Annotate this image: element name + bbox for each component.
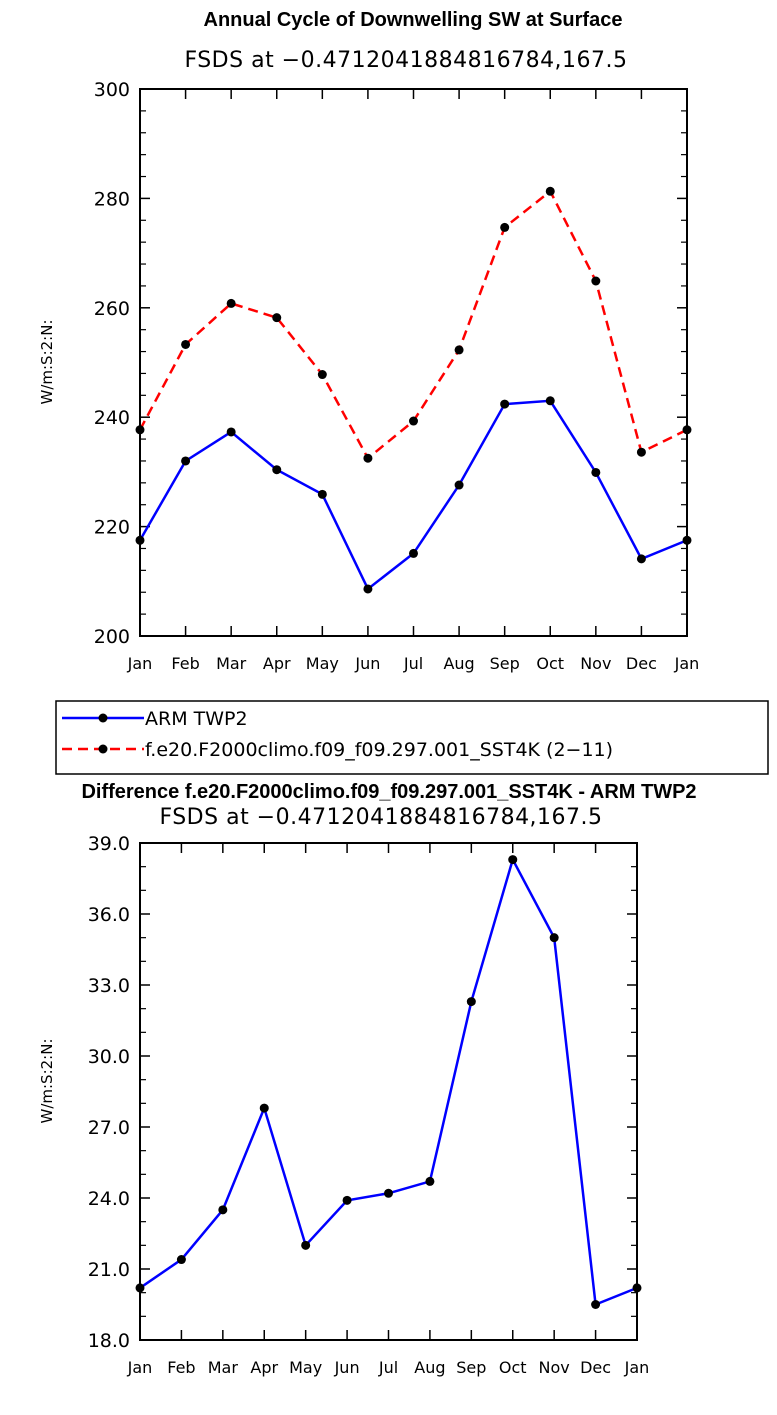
- x-tick-label: Apr: [263, 654, 291, 673]
- chart-2-title: Difference f.e20.F2000climo.f09_f09.297.…: [81, 781, 696, 803]
- data-point: [384, 1188, 393, 1198]
- data-point: [545, 186, 555, 196]
- chart-1-legend: ARM TWP2 f.e20.F2000climo.f09_f09.297.00…: [55, 700, 769, 775]
- data-point: [409, 416, 418, 426]
- data-point: [591, 467, 601, 477]
- chart-1-subtitle: FSDS at −0.4712041884816784,167.5: [184, 48, 627, 73]
- x-tick-label: Nov: [580, 654, 611, 673]
- data-point: [549, 933, 559, 943]
- x-tick-label: May: [306, 654, 339, 673]
- x-tick-label: Apr: [250, 1358, 278, 1377]
- data-point: [409, 548, 418, 558]
- x-tick-label: Jul: [378, 1358, 398, 1377]
- chart-1-title: Annual Cycle of Downwelling SW at Surfac…: [204, 9, 623, 31]
- x-tick-label: Aug: [443, 654, 474, 673]
- data-point: [454, 480, 464, 490]
- y-tick-label: 280: [94, 188, 130, 210]
- legend-label-model: f.e20.F2000climo.f09_f09.297.001_SST4K (…: [145, 739, 613, 761]
- y-tick-label: 27.0: [88, 1117, 130, 1139]
- data-point: [363, 584, 373, 594]
- data-point: [301, 1240, 311, 1250]
- data-point: [181, 456, 191, 466]
- legend-label-arm: ARM TWP2: [145, 708, 248, 730]
- series-line-0: [138, 399, 688, 591]
- x-tick-label: May: [289, 1358, 322, 1377]
- x-tick-label: Nov: [539, 1358, 570, 1377]
- x-tick-label: Jan: [674, 654, 700, 673]
- y-tick-label: 260: [94, 298, 130, 320]
- y-tick-label: 39.0: [88, 833, 130, 855]
- data-point: [545, 396, 555, 406]
- y-tick-label: 240: [94, 407, 130, 429]
- y-tick-label: 220: [94, 517, 130, 539]
- data-point: [317, 370, 327, 380]
- x-tick-label: Jan: [127, 1358, 153, 1377]
- data-point: [363, 453, 373, 463]
- chart-2-plot-frame: [139, 842, 638, 1341]
- data-point: [425, 1176, 435, 1186]
- data-point: [500, 222, 510, 232]
- y-tick-label: 18.0: [88, 1330, 130, 1352]
- data-point: [636, 447, 646, 457]
- chart-2-subtitle: FSDS at −0.4712041884816784,167.5: [159, 805, 602, 830]
- x-tick-label: Mar: [216, 654, 247, 673]
- x-tick-label: Jun: [334, 1358, 360, 1377]
- data-point: [454, 345, 464, 355]
- data-point: [636, 554, 646, 564]
- x-tick-label: Feb: [171, 654, 199, 673]
- chart-1-plot-frame: [139, 88, 688, 637]
- data-point: [317, 489, 327, 499]
- chart-1-ylabel: W/m:S:2:N:: [38, 320, 56, 405]
- x-tick-label: Aug: [414, 1358, 445, 1377]
- legend-marker-arm: [98, 713, 108, 723]
- chart-2: Difference f.e20.F2000climo.f09_f09.297.…: [38, 781, 697, 1377]
- y-tick-label: 33.0: [88, 975, 130, 997]
- data-point: [500, 399, 510, 409]
- y-tick-label: 24.0: [88, 1188, 130, 1210]
- chart-2-ylabel: W/m:S:2:N:: [38, 1039, 56, 1124]
- data-point: [508, 855, 518, 865]
- y-tick-label: 36.0: [88, 904, 130, 926]
- data-point: [272, 313, 282, 323]
- data-point: [342, 1195, 352, 1205]
- x-tick-label: Feb: [167, 1358, 195, 1377]
- y-tick-label: 21.0: [88, 1259, 130, 1281]
- x-tick-label: Mar: [208, 1358, 239, 1377]
- data-point: [591, 1300, 601, 1309]
- x-tick-label: Dec: [580, 1358, 611, 1377]
- data-point: [181, 339, 191, 349]
- x-tick-label: Jan: [624, 1358, 650, 1377]
- data-point: [259, 1103, 269, 1113]
- chart-1: Annual Cycle of Downwelling SW at Surfac…: [38, 9, 699, 673]
- x-tick-label: Sep: [490, 654, 520, 673]
- data-point: [176, 1255, 186, 1265]
- y-tick-label: 300: [94, 79, 130, 101]
- y-tick-label: 30.0: [88, 1046, 130, 1068]
- series-line-0: [139, 856, 638, 1307]
- data-point: [591, 276, 601, 286]
- x-tick-label: Dec: [626, 654, 657, 673]
- legend-marker-model: [98, 744, 108, 754]
- x-tick-label: Sep: [456, 1358, 486, 1377]
- x-tick-label: Oct: [499, 1358, 527, 1377]
- x-tick-label: Jul: [403, 654, 423, 673]
- data-point: [466, 997, 476, 1007]
- data-point: [226, 298, 236, 308]
- legend-box: [55, 700, 769, 775]
- data-point: [218, 1205, 228, 1215]
- x-tick-label: Jun: [354, 654, 380, 673]
- x-tick-label: Oct: [536, 654, 564, 673]
- y-tick-label: 200: [94, 626, 130, 648]
- x-tick-label: Jan: [127, 654, 153, 673]
- data-point: [226, 427, 236, 437]
- data-point: [272, 465, 282, 475]
